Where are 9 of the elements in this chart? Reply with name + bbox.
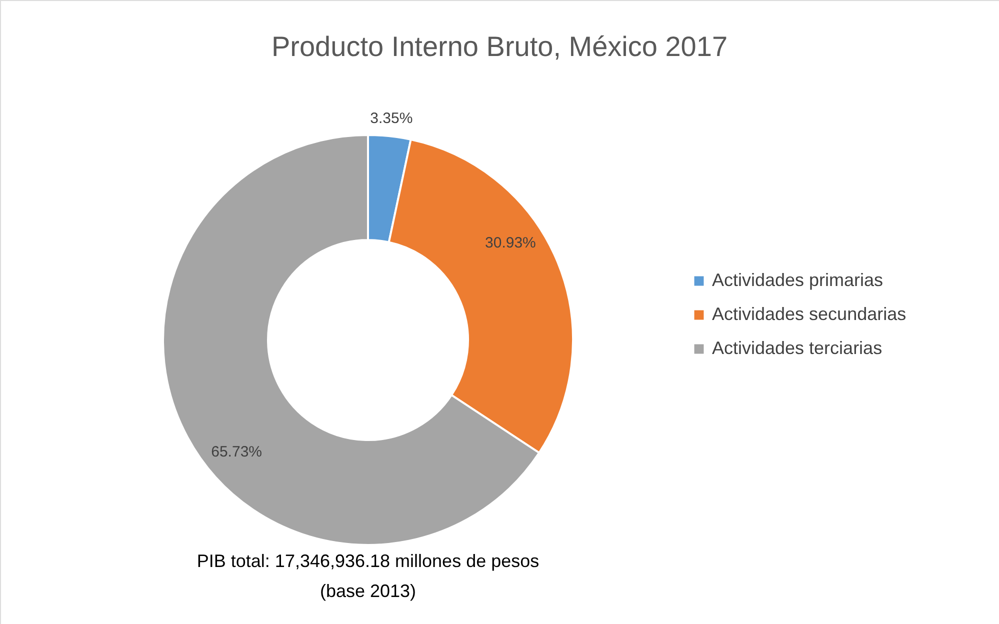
legend-label: Actividades primarias <box>712 270 884 290</box>
legend-label: Actividades secundarias <box>712 304 906 324</box>
legend-label: Actividades terciarias <box>712 338 882 358</box>
data-label: 65.73% <box>211 444 262 461</box>
chart-title: Producto Interno Bruto, México 2017 <box>271 31 728 62</box>
text: PIB total: 17,346,936.18 millones de pesos <box>196 551 540 571</box>
data-label: 3.35% <box>370 110 413 128</box>
text: (base 2013) <box>320 581 416 601</box>
data-label: 30.93% <box>485 234 536 252</box>
